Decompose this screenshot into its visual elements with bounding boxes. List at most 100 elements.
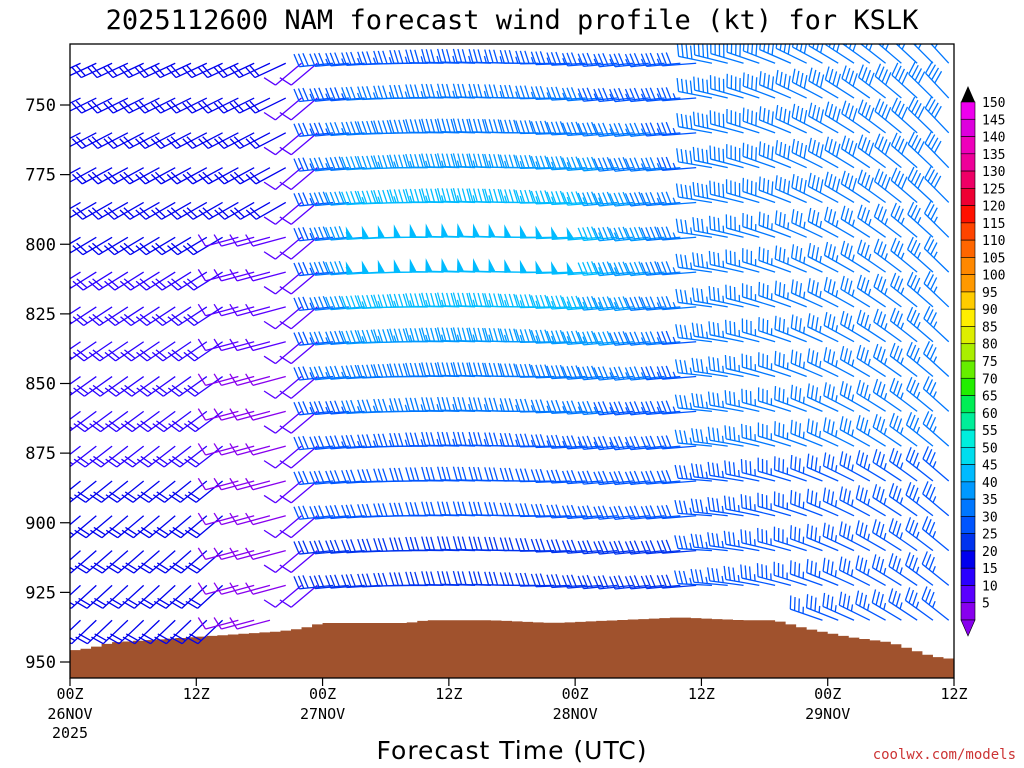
terrain [70,617,954,678]
wind-barb [593,540,634,555]
wind-barb [791,44,823,64]
wind-barb [229,303,271,317]
wind-barb [640,470,681,485]
wind-barb [135,167,176,185]
wind-barb [229,408,271,421]
wind-barb [120,376,160,397]
colorbar-swatch [960,550,976,569]
wind-barb [640,505,681,520]
wind-barb [421,83,460,99]
wind-barb [72,236,113,256]
wind-barb [279,306,318,330]
wind-barb [91,619,129,645]
wind-barb [840,205,871,238]
wind-barb [775,44,807,64]
wind-barb [709,75,744,99]
wind-barb [889,342,918,378]
wind-barb [245,62,287,79]
wind-barb [774,245,807,273]
wind-barb [263,445,302,469]
wind-barb [906,376,934,412]
wind-barb [726,108,760,134]
colorbar-swatch [960,308,976,327]
wind-barb [725,179,760,204]
wind-barb [824,44,855,64]
wind-barb [907,166,934,203]
wind-barb [640,435,681,450]
credit-link[interactable]: coolwx.com/models [873,747,1016,763]
wind-barb [912,44,934,64]
wind-barb [577,540,618,555]
x-tick-label: 12Z [183,685,210,703]
wind-barb [593,505,634,520]
wind-barb [137,550,176,574]
wind-barb [676,113,713,134]
wind-barb [840,275,871,308]
wind-barb [807,242,839,273]
wind-barb [640,540,681,555]
colorbar-label: 40 [982,476,998,491]
wind-barb [758,176,792,204]
wind-barb [707,391,744,412]
x-tick-label: 00Z [56,685,83,703]
x-tick-date: 28NOV [553,705,598,723]
wind-barb [740,494,776,517]
wind-barb [198,201,239,220]
colorbar-label: 150 [982,96,1005,111]
x-tick-label: 12Z [435,685,462,703]
wind-barb [905,552,934,586]
wind-barb [150,132,192,150]
wind-barb [742,213,776,238]
wind-barb [874,63,902,99]
wind-barb [709,110,744,134]
wind-barb [593,470,634,486]
wind-barb [309,540,349,555]
wind-barb [73,445,113,468]
wind-barb [593,575,634,590]
wind-barb [674,535,712,552]
wind-barb [757,492,792,517]
wind-barb [515,328,555,344]
wind-barb [906,236,934,273]
wind-barb [229,512,271,526]
colorbar-label: 100 [982,269,1005,284]
wind-barb [889,412,918,447]
wind-barb [840,170,871,204]
wind-barb [70,201,97,219]
wind-barb [119,201,160,220]
wind-barb [656,365,697,380]
wind-barb [70,445,97,468]
wind-barb [855,520,886,552]
wind-barb [723,495,760,517]
wind-barb [725,214,760,238]
wind-barb [758,317,792,343]
wind-barb [838,591,871,621]
wind-barb [561,574,602,589]
wind-barb [726,44,760,64]
wind-barb [70,62,81,69]
wind-barb [70,201,81,210]
wind-barb [546,155,586,171]
colorbar-swatch [960,498,976,517]
wind-barb [675,324,713,343]
wind-barb [106,584,145,609]
wind-barb [877,44,902,64]
wind-barb [70,619,81,632]
wind-barb [119,271,160,291]
wind-barb [857,204,886,238]
wind-barb [775,140,807,169]
colorbar-swatch [960,395,976,414]
wind-barb [922,376,950,412]
wind-barb [691,428,728,447]
x-tick-label: 12Z [688,685,715,703]
colorbar-label: 110 [982,234,1005,249]
wind-barb [357,294,397,309]
y-tick-label: 775 [25,166,56,186]
wind-barb [325,504,365,520]
wind-barb [839,521,871,552]
wind-barb [855,555,886,586]
wind-barb [74,480,113,503]
wind-barb [88,376,129,397]
wind-barb [279,410,318,434]
colorbar-label: 140 [982,131,1005,146]
